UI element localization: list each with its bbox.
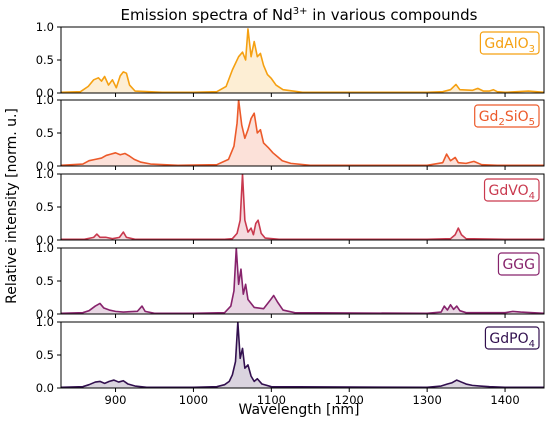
- spectrum-fill: [61, 100, 544, 166]
- y-tick-label: 0.5: [36, 274, 54, 288]
- legend-box: [483, 178, 540, 202]
- spectrum-line: [61, 174, 544, 240]
- x-axis: 900 1000 1100 1200 1300 1400: [105, 393, 520, 407]
- chart-title-prefix: Emission spectra of Nd: [120, 6, 292, 24]
- legend-label-text: Gd2SiO5: [479, 109, 535, 128]
- legend-label-text: GdVO4: [489, 183, 535, 202]
- spectrum-fill: [61, 174, 544, 240]
- legend-box: [479, 31, 540, 55]
- x-tick-label: 1200: [335, 393, 364, 407]
- spectrum-panel: 0.0 0.5 1.0 GdAlO3: [36, 20, 545, 100]
- legend-label: GGG: [497, 252, 540, 276]
- y-tick-label: 0.5: [36, 200, 54, 214]
- chart-title-sup: 3+: [293, 6, 308, 17]
- spectrum-panel: 0.0 0.5 1.0 GGG: [36, 241, 545, 321]
- x-tick-label: 1400: [490, 393, 519, 407]
- legend-label-text: GdPO4: [489, 331, 535, 350]
- legend-label: GdPO4: [484, 326, 540, 350]
- legend-label-text: GdAlO3: [484, 36, 535, 55]
- spectrum-line: [61, 100, 544, 166]
- panel-frame: [60, 247, 545, 315]
- y-tick-label: 1.0: [36, 20, 54, 34]
- spectrum-panel: 0.0 0.5 1.0 GdPO4: [36, 315, 545, 395]
- spectrum-panel: 0.0 0.5 1.0 GdVO4: [36, 167, 545, 247]
- y-tick-label: 0.0: [36, 381, 54, 395]
- y-tick-label: 0.5: [36, 126, 54, 140]
- legend-box: [474, 104, 540, 128]
- y-tick-label: 1.0: [36, 93, 54, 107]
- x-tick-label: 1000: [179, 393, 208, 407]
- y-tick-label: 0.0: [36, 86, 54, 100]
- x-tick-label: 1300: [413, 393, 442, 407]
- y-tick-label: 1.0: [36, 167, 54, 181]
- legend-label: GdVO4: [483, 178, 540, 202]
- spectrum-fill: [61, 28, 544, 93]
- legend-label: GdAlO3: [479, 31, 540, 55]
- legend-label-text: GGG: [502, 257, 535, 273]
- y-tick-label: 0.5: [36, 348, 54, 362]
- spectrum-fill: [61, 248, 544, 314]
- legend-box: [484, 326, 540, 350]
- legend-box: [497, 252, 540, 276]
- legend-label: Gd2SiO5: [474, 104, 540, 128]
- panel-frame: [60, 26, 545, 94]
- y-tick-label: 0.0: [36, 307, 54, 321]
- y-tick-label: 1.0: [36, 241, 54, 255]
- panel-frame: [60, 99, 545, 167]
- spectrum-line: [61, 248, 544, 314]
- chart-title: Emission spectra of Nd3+ in various comp…: [120, 6, 477, 24]
- panel-frame: [60, 321, 545, 389]
- y-tick-label: 0.0: [36, 233, 54, 247]
- spectrum-panel: 0.0 0.5 1.0 Gd2SiO5: [36, 93, 545, 173]
- panel-frame: [60, 173, 545, 241]
- panels: 0.0 0.5 1.0 GdAlO3 0.0 0.5 1.0 Gd2SiO5 0.0 0.5 1.0…: [36, 20, 545, 395]
- y-axis-label: Relative intensity [norm. u.]: [4, 108, 20, 304]
- y-tick-label: 0.5: [36, 53, 54, 67]
- x-axis-label: Wavelength [nm]: [239, 402, 360, 418]
- x-tick-label: 900: [105, 393, 127, 407]
- spectrum-line: [61, 28, 544, 93]
- chart-title-suffix: in various compounds: [308, 6, 478, 24]
- y-tick-label: 1.0: [36, 315, 54, 329]
- spectrum-line: [61, 322, 544, 388]
- spectrum-fill: [61, 322, 544, 388]
- y-tick-label: 0.0: [36, 159, 54, 173]
- x-tick-label: 1100: [257, 393, 286, 407]
